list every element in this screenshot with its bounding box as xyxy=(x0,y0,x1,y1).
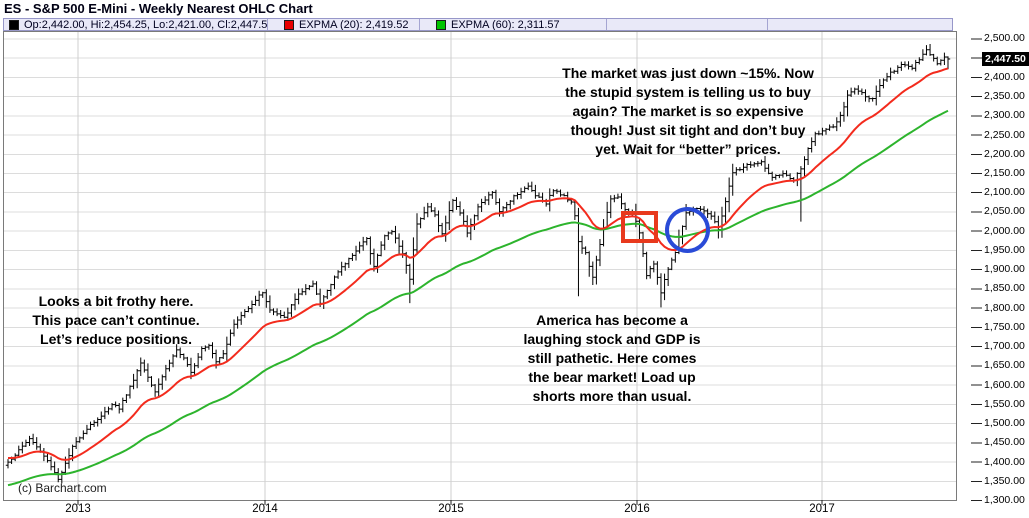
price-gridlines xyxy=(3,38,957,482)
ohlc-swatch-icon xyxy=(9,19,19,30)
annotation-top-note: The market was just down ~15%. Now the s… xyxy=(562,65,814,157)
y-axis-label: 1,850.00 xyxy=(984,282,1025,295)
y-axis-label: 2,100.00 xyxy=(984,186,1025,199)
ema60-swatch-icon xyxy=(436,19,446,30)
legend-empty-cell xyxy=(607,19,768,30)
y-axis-label: 2,300.00 xyxy=(984,109,1025,122)
legend-ema60: EXPMA (60): 2,311.57 xyxy=(420,19,607,30)
y-axis-label: 1,550.00 xyxy=(984,397,1025,410)
annotation-left-note: Looks a bit frothy here. This pace can’t… xyxy=(32,293,200,347)
y-axis-label: 2,000.00 xyxy=(984,224,1025,237)
y-axis-label: 1,800.00 xyxy=(984,301,1025,314)
blue-circle-annotation xyxy=(665,207,710,253)
y-axis-label: 1,600.00 xyxy=(984,378,1025,391)
last-price-tag: 2,447.50 xyxy=(982,52,1029,66)
y-axis-label: 1,350.00 xyxy=(984,474,1025,487)
ema20-line xyxy=(7,67,949,461)
x-axis-label: 2013 xyxy=(65,503,91,515)
y-axis-label: 1,700.00 xyxy=(984,340,1025,353)
year-gridlines xyxy=(77,31,823,500)
y-axis-label: 1,650.00 xyxy=(984,359,1025,372)
y-axis-label: 2,350.00 xyxy=(984,90,1025,103)
legend-ema20: EXPMA (20): 2,419.52 xyxy=(268,19,420,30)
y-axis-label: 1,500.00 xyxy=(984,417,1025,430)
ema20-swatch-icon xyxy=(284,19,294,30)
y-axis-label: 2,500.00 xyxy=(984,32,1025,45)
y-axis-label: 1,450.00 xyxy=(984,436,1025,449)
legend-ema60-label: EXPMA (60): 2,311.57 xyxy=(451,19,560,30)
legend-ema20-label: EXPMA (20): 2,419.52 xyxy=(299,19,409,30)
y-axis-label: 2,150.00 xyxy=(984,166,1025,179)
y-axis-label: 1,300.00 xyxy=(984,494,1025,507)
y-axis-label: 1,750.00 xyxy=(984,320,1025,333)
annotation-mid-note: America has become a laughing stock and … xyxy=(523,312,701,404)
ema60-line xyxy=(7,109,949,487)
legend-ohlc: Op:2,442.00, Hi:2,454.25, Lo:2,421.00, C… xyxy=(4,19,268,30)
copyright-watermark: (c) Barchart.com xyxy=(18,481,107,495)
y-axis-label: 2,250.00 xyxy=(984,128,1025,141)
legend-ohlc-label: Op:2,442.00, Hi:2,454.25, Lo:2,421.00, C… xyxy=(24,19,268,30)
y-axis-label: 2,400.00 xyxy=(984,70,1025,83)
y-axis-label: 2,050.00 xyxy=(984,205,1025,218)
x-axis-label: 2016 xyxy=(624,503,650,515)
y-axis-label: 1,900.00 xyxy=(984,263,1025,276)
x-axis-label: 2017 xyxy=(809,503,835,515)
axis-ticks xyxy=(77,38,982,505)
x-axis-label: 2015 xyxy=(438,503,464,515)
chart-title: ES - S&P 500 E-Mini - Weekly Nearest OHL… xyxy=(4,1,313,16)
x-axis-label: 2014 xyxy=(252,503,278,515)
chart-legend: Op:2,442.00, Hi:2,454.25, Lo:2,421.00, C… xyxy=(3,18,953,31)
y-axis-label: 2,200.00 xyxy=(984,147,1025,160)
y-axis-label: 1,400.00 xyxy=(984,455,1025,468)
plot-border xyxy=(3,31,957,501)
red-rectangle-annotation xyxy=(621,211,658,243)
y-axis-label: 1,950.00 xyxy=(984,243,1025,256)
